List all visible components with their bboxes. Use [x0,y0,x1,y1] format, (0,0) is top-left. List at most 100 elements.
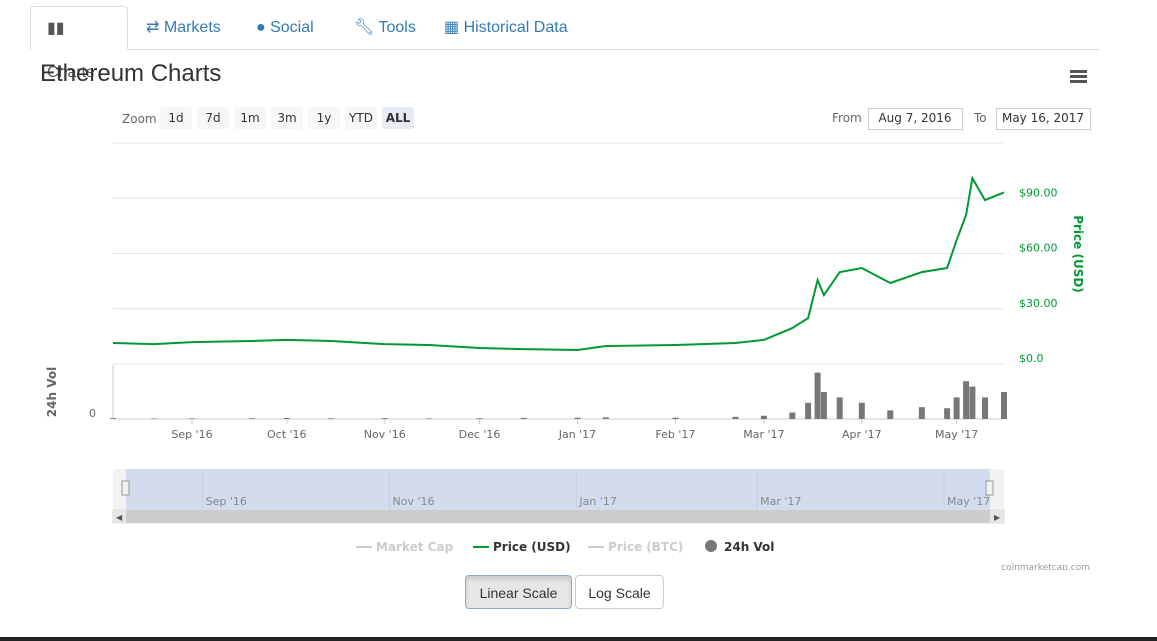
y2-title: Price (USD) [1071,215,1085,293]
volume-bar [858,402,865,419]
from-label: From [832,111,862,125]
zoom-button[interactable] [197,107,229,129]
scale-button[interactable]: Log Scale [575,575,664,609]
volume-bar [520,417,527,419]
y2-tick-label: $30.00 [1019,297,1058,310]
zoom-button-label: 7d [205,111,220,125]
navigator-tick-label: Jan '17 [578,495,616,508]
x-tick-label: Feb '17 [655,428,695,441]
scroll-arrow: ▶ [994,513,1001,522]
tab[interactable]: ● Social [240,6,330,49]
navigator-selection [126,469,990,510]
page-title: Ethereum Charts [40,60,222,87]
menu-button[interactable] [1070,70,1087,85]
y2-tick-label: $0.0 [1019,352,1044,365]
navigator-handle[interactable] [121,480,130,496]
scrollbar-thumb[interactable] [126,510,990,523]
zoom-button-label: ALL [386,111,411,125]
credit[interactable]: coinmarketcap.com [1001,563,1090,570]
navigator-tick-label: Nov '16 [392,495,434,508]
volume-bar [820,392,827,419]
chart: Zoom 1d 7d 1m 3m 1y YTD ALL From Aug 7, 2016 To May… [45,107,1091,570]
legend-symbol [705,540,717,552]
y2-tick-label: $90.00 [1019,186,1058,199]
zoom-button[interactable] [271,107,303,129]
tab-label: Tools [378,19,416,36]
to-date: May 16, 2017 [1002,111,1084,125]
legend-label[interactable]: 24h Vol [724,540,774,554]
navigator-tick-label: Mar '17 [760,495,801,508]
volume-bar [476,418,483,419]
volume-bar [789,412,796,419]
to-label: To [973,111,987,125]
navigator-tick-label: May '17 [947,495,990,508]
x-tick-label: Jan '17 [558,428,596,441]
x-tick-label: May '17 [935,428,978,441]
volume-bar [982,397,989,419]
border [0,637,1157,641]
zoom-button-label: 1d [168,111,183,125]
icon: ▮▮ [47,20,65,37]
icon: ⇄ [146,19,164,36]
icon: 🔧︎ [354,19,379,36]
volume-bar [953,397,960,419]
zoom-button-label: 1m [240,111,259,125]
legend-label[interactable]: Market Cap [376,540,454,554]
volume-bar [328,418,335,419]
volume-bar [732,416,739,419]
icon: ● [256,19,271,36]
navigator-tick-label: Sep '16 [206,495,247,508]
volume-bar [110,418,116,419]
tab-label: Historical Data [463,19,568,36]
volume-bar [963,381,970,419]
zoom-button[interactable] [308,107,340,129]
from-date: Aug 7, 2016 [878,111,951,125]
date-input[interactable] [868,108,963,130]
tab[interactable]: ▦ Historical Data [428,6,584,49]
zoom-button-label: YTD [348,111,373,125]
volume-bar [944,408,951,419]
volume-bar [805,402,812,419]
y-title: 24h Vol [45,367,59,417]
volume-bar [760,415,767,419]
zoom-button-label: 3m [277,111,296,125]
volume-bar [918,407,925,419]
zoom-button[interactable] [234,107,266,129]
volume-bar [151,418,158,419]
price-line [112,175,1005,352]
legend-label[interactable]: Price (USD) [493,540,571,554]
zoom-button[interactable] [160,107,192,129]
zoom-button[interactable] [382,107,414,129]
scroll-arrow: ◀ [116,513,123,522]
scale-button[interactable]: Linear Scale [465,575,572,609]
x-tick-label: Mar '17 [743,428,784,441]
tab[interactable]: ▮▮ Charts [30,6,128,81]
volume-bar [1001,392,1007,419]
y-tick-label: 0 [89,407,96,420]
zoom-label: Zoom [122,112,157,126]
volume-bar [602,417,609,419]
tab[interactable]: ⇄ Markets [130,6,237,49]
zoom-button-label: 1y [317,111,332,125]
x-tick-label: Oct '16 [267,428,307,441]
x-tick-label: Nov '16 [364,428,406,441]
y2-tick-label: $60.00 [1019,242,1058,255]
zoom-button[interactable] [345,107,377,129]
icon: ▦ [444,19,464,36]
volume-bar [574,417,581,419]
tab-label: Social [270,19,314,36]
volume-bar [969,386,976,419]
x-tick-label: Dec '16 [459,428,501,441]
x-tick-label: Sep '16 [171,428,212,441]
tab[interactable]: 🔧︎ Tools [338,6,432,49]
tab-label: Markets [163,19,221,36]
navigator-handle[interactable] [985,480,994,496]
volume-bar [887,410,894,419]
tab-label: Charts [47,64,95,81]
legend-label[interactable]: Price (BTC) [608,540,683,554]
x-tick-label: Apr '17 [842,428,882,441]
volume-bar [425,418,432,419]
date-input[interactable] [996,108,1091,130]
volume-bar [188,418,195,419]
